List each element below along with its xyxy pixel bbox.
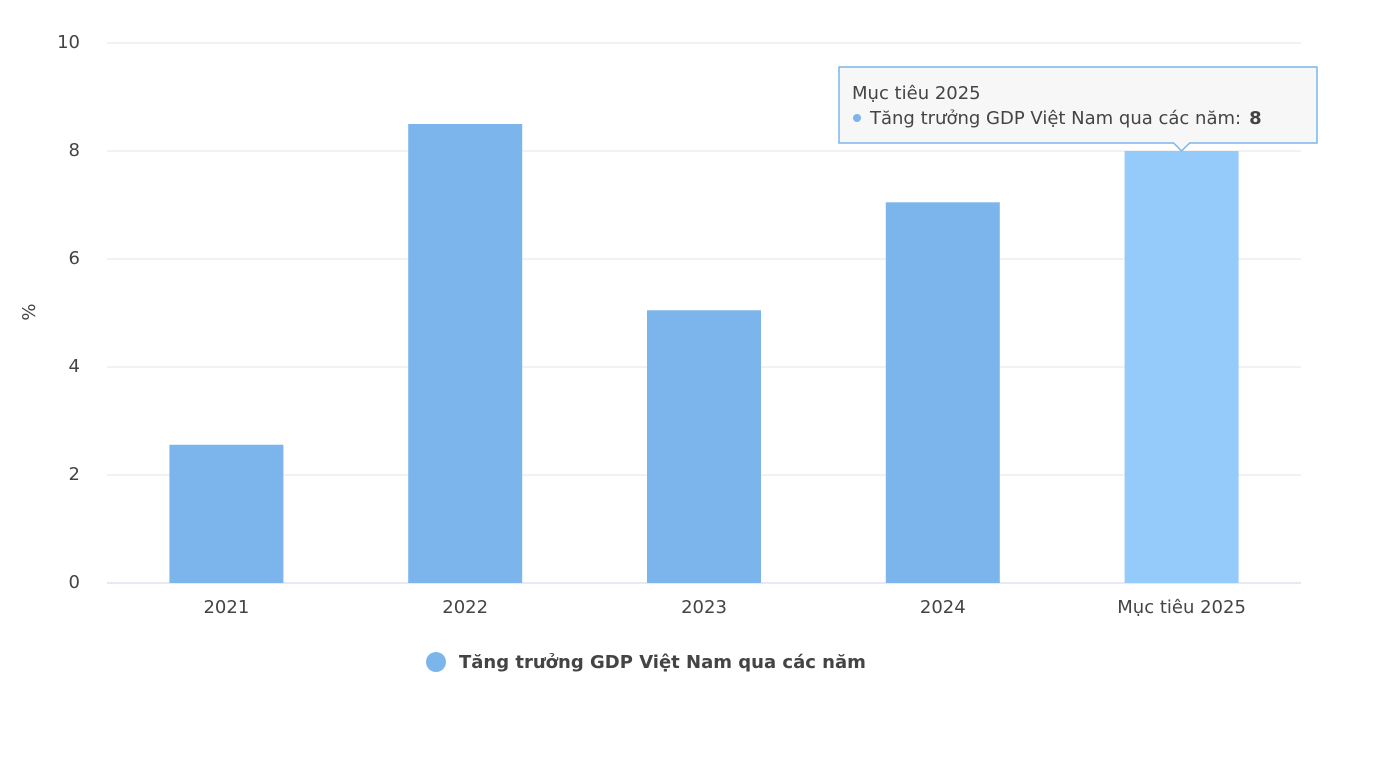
tooltip-title: Mục tiêu 2025 xyxy=(852,83,981,104)
tooltip-series: Tăng trưởng GDP Việt Nam qua các năm xyxy=(869,108,1235,129)
tooltip: Mục tiêu 2025 Tăng trưởng GDP Việt Nam qu… xyxy=(838,66,1318,153)
legend-label: Tăng trưởng GDP Việt Nam qua các năm xyxy=(459,652,866,673)
x-tick-label: 2024 xyxy=(920,597,966,618)
y-tick-label: 6 xyxy=(69,248,80,269)
x-tick-label: 2021 xyxy=(203,597,249,618)
tooltip-separator: : xyxy=(1235,108,1241,129)
bar xyxy=(647,310,761,583)
legend-marker xyxy=(426,652,446,672)
bar xyxy=(885,202,1000,584)
y-tick-label: 0 xyxy=(69,572,80,593)
y-tick-label: 2 xyxy=(69,464,80,485)
tooltip-text: Tăng trưởng GDP Việt Nam qua các năm:8 xyxy=(869,108,1262,129)
x-tick-label: Mục tiêu 2025 xyxy=(1117,597,1246,618)
bar xyxy=(1124,151,1239,583)
x-tick-label: 2023 xyxy=(681,597,727,618)
y-tick-label: 10 xyxy=(57,32,80,53)
tooltip-box xyxy=(838,66,1318,153)
tooltip-marker xyxy=(853,114,861,122)
y-tick-label: 8 xyxy=(69,140,80,161)
bar xyxy=(169,444,284,583)
tooltip-value: 8 xyxy=(1249,108,1262,129)
y-tick-label: 4 xyxy=(69,356,80,377)
x-tick-label: 2022 xyxy=(442,597,488,618)
bar xyxy=(408,124,523,583)
y-axis-label: % xyxy=(19,303,40,320)
